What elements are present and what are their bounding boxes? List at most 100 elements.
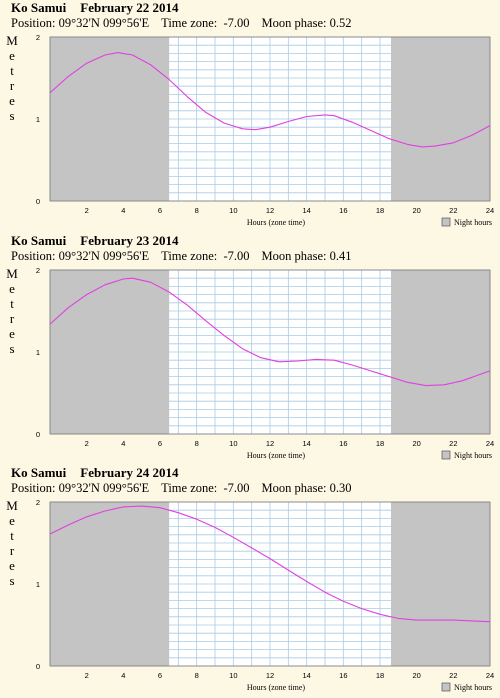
x-tick-label: 24 xyxy=(486,206,494,215)
chart-subtitle: Position: 09°32'N 099°56'E Time zone: -7.… xyxy=(11,249,363,264)
y-axis-label-letter: t xyxy=(10,296,14,311)
location-label: Ko Samui xyxy=(11,233,67,248)
x-tick-label: 4 xyxy=(121,439,125,448)
night-band xyxy=(391,37,490,201)
date-label: February 23 2014 xyxy=(80,233,179,248)
position-label: Position: 09°32'N 099°56'E xyxy=(11,16,150,30)
night-band xyxy=(391,270,490,434)
x-tick-label: 2 xyxy=(85,439,89,448)
chart-title: Ko Samui February 23 2014 xyxy=(11,233,178,249)
y-axis-label-letter: M xyxy=(6,33,18,48)
plot-frame xyxy=(49,501,491,667)
date-label: February 22 2014 xyxy=(80,0,179,15)
location-label: Ko Samui xyxy=(11,0,67,15)
date-label: February 24 2014 xyxy=(80,465,179,480)
y-axis-label-letter: e xyxy=(9,281,15,296)
moonphase-label: Moon phase: 0.52 xyxy=(261,16,352,30)
x-tick-label: 6 xyxy=(158,206,162,215)
night-band xyxy=(50,270,170,434)
x-tick-label: 2 xyxy=(85,671,89,680)
x-tick-label: 8 xyxy=(195,439,199,448)
chart-subtitle: Position: 09°32'N 099°56'E Time zone: -7.… xyxy=(11,16,363,31)
chart-title: Ko Samui February 22 2014 xyxy=(11,0,178,16)
x-tick-label: 8 xyxy=(195,671,199,680)
x-tick-label: 24 xyxy=(486,439,494,448)
x-tick-label: 2 xyxy=(85,206,89,215)
x-tick-label: 22 xyxy=(449,439,457,448)
night-band xyxy=(50,37,170,201)
tide-curve xyxy=(49,505,491,623)
y-tick-label: 0 xyxy=(36,662,40,671)
x-tick-label: 12 xyxy=(266,671,274,680)
chart-title: Ko Samui February 24 2014 xyxy=(11,465,178,481)
chart-subtitle: Position: 09°32'N 099°56'E Time zone: -7.… xyxy=(11,481,363,496)
x-tick-label: 12 xyxy=(266,439,274,448)
legend-label: Night hours xyxy=(454,218,492,227)
y-axis-label-letter: e xyxy=(9,513,15,528)
y-tick-label: 2 xyxy=(36,498,40,507)
location-label: Ko Samui xyxy=(11,465,67,480)
night-band xyxy=(391,502,490,666)
x-tick-label: 10 xyxy=(229,671,237,680)
y-axis-label-letter: e xyxy=(9,326,15,341)
x-tick-label: 14 xyxy=(302,206,310,215)
legend-swatch xyxy=(441,682,451,692)
legend-label: Night hours xyxy=(454,683,492,692)
x-tick-label: 10 xyxy=(229,439,237,448)
tide-curve xyxy=(49,52,491,148)
x-axis-label: Hours (zone time) xyxy=(247,451,306,460)
y-axis-label-letter: e xyxy=(9,558,15,573)
x-tick-label: 12 xyxy=(266,206,274,215)
y-tick-label: 0 xyxy=(36,197,40,206)
y-axis-label-letter: s xyxy=(9,108,14,123)
plot-frame xyxy=(49,269,491,435)
x-tick-label: 14 xyxy=(302,439,310,448)
x-tick-label: 16 xyxy=(339,671,347,680)
y-axis-label-letter: e xyxy=(9,93,15,108)
y-axis-label-letter: M xyxy=(6,266,18,281)
y-axis-label-letter: e xyxy=(9,48,15,63)
y-tick-label: 2 xyxy=(36,33,40,42)
moonphase-label: Moon phase: 0.30 xyxy=(261,481,352,495)
position-label: Position: 09°32'N 099°56'E xyxy=(11,481,150,495)
x-axis-label: Hours (zone time) xyxy=(247,683,306,692)
timezone-label: Time zone: -7.00 xyxy=(161,249,250,263)
x-tick-label: 10 xyxy=(229,206,237,215)
moonphase-label: Moon phase: 0.41 xyxy=(261,249,352,263)
x-tick-label: 8 xyxy=(195,206,199,215)
legend-swatch xyxy=(441,450,451,460)
x-tick-label: 6 xyxy=(158,439,162,448)
y-tick-label: 1 xyxy=(36,580,40,589)
x-tick-label: 4 xyxy=(121,206,125,215)
x-tick-label: 6 xyxy=(158,671,162,680)
y-axis-label-letter: r xyxy=(10,311,15,326)
x-tick-label: 20 xyxy=(412,206,420,215)
x-tick-label: 16 xyxy=(339,439,347,448)
timezone-label: Time zone: -7.00 xyxy=(161,16,250,30)
y-axis-label-letter: s xyxy=(9,341,14,356)
x-tick-label: 4 xyxy=(121,671,125,680)
x-tick-label: 22 xyxy=(449,206,457,215)
y-axis-label-letter: t xyxy=(10,528,14,543)
x-tick-label: 18 xyxy=(376,671,384,680)
legend-label: Night hours xyxy=(454,451,492,460)
y-tick-label: 2 xyxy=(36,266,40,275)
night-band xyxy=(50,502,170,666)
x-tick-label: 20 xyxy=(412,671,420,680)
position-label: Position: 09°32'N 099°56'E xyxy=(11,249,150,263)
y-axis-label-letter: r xyxy=(10,78,15,93)
x-axis-label: Hours (zone time) xyxy=(247,218,306,227)
x-tick-label: 20 xyxy=(412,439,420,448)
y-tick-label: 1 xyxy=(36,348,40,357)
x-tick-label: 18 xyxy=(376,206,384,215)
x-tick-label: 14 xyxy=(302,671,310,680)
y-axis-label-letter: r xyxy=(10,543,15,558)
x-tick-label: 16 xyxy=(339,206,347,215)
y-axis-label-letter: s xyxy=(9,573,14,588)
